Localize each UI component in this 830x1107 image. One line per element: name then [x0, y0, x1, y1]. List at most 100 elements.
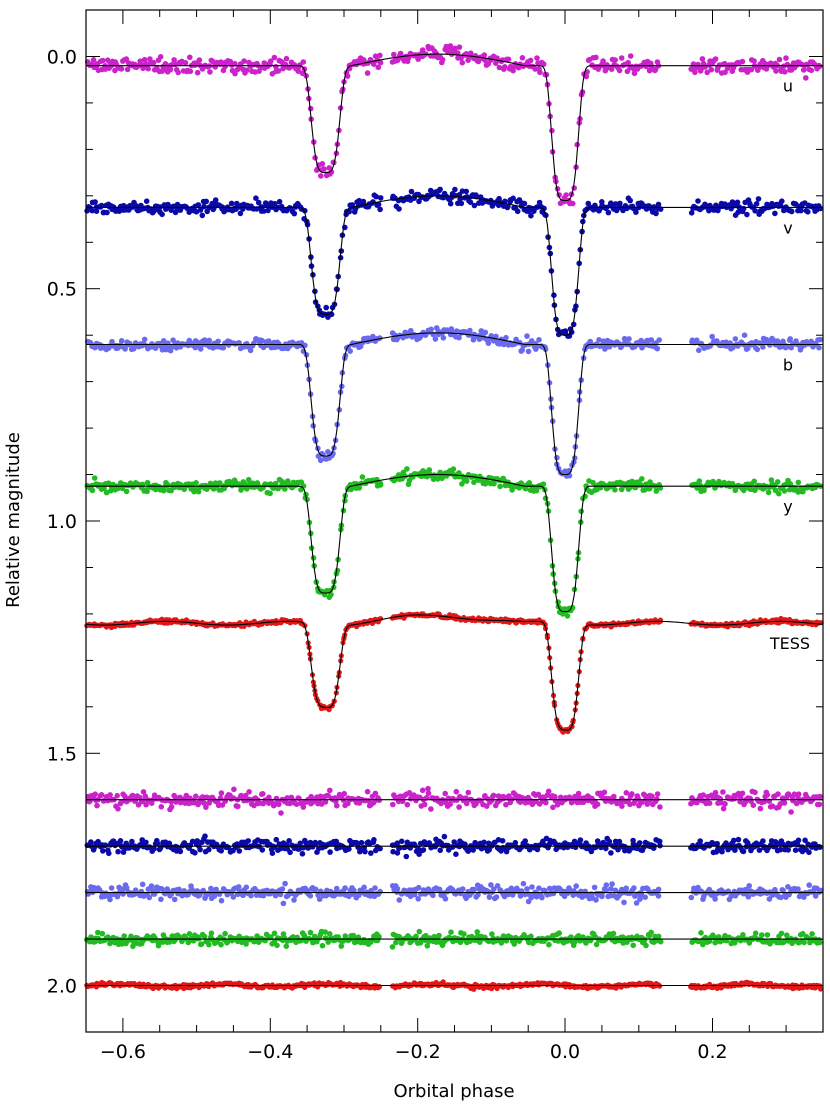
residual-point — [231, 786, 237, 793]
residual-point — [119, 844, 125, 850]
residual-point — [230, 894, 237, 900]
residual-point — [706, 886, 713, 893]
residual-point — [114, 792, 120, 799]
residual-point — [795, 837, 802, 844]
residual-point — [795, 791, 802, 797]
residual-point — [345, 800, 351, 807]
data-point — [267, 490, 273, 497]
residual-point — [248, 892, 254, 899]
residual-point — [778, 894, 784, 901]
residual-point — [550, 804, 556, 811]
residual-point — [283, 943, 290, 949]
residual-point — [568, 934, 574, 940]
data-point — [795, 479, 802, 486]
residual-point — [577, 837, 584, 843]
series-u-points — [84, 43, 823, 207]
residual-point — [139, 881, 146, 888]
data-point — [752, 208, 758, 214]
residual-point — [291, 897, 297, 903]
data-point — [357, 343, 364, 350]
data-point — [197, 346, 204, 352]
data-point — [760, 344, 766, 350]
data-point — [519, 55, 526, 61]
data-point — [463, 478, 470, 484]
data-point — [339, 383, 345, 390]
residual-point — [624, 939, 630, 945]
data-point — [688, 210, 695, 216]
residual-point — [655, 886, 662, 893]
data-point — [122, 346, 128, 352]
residual-point — [416, 928, 423, 935]
residual-point — [781, 800, 788, 806]
residual-point — [259, 847, 266, 853]
residual-point — [700, 941, 706, 948]
data-point — [241, 58, 247, 64]
data-point — [300, 59, 307, 65]
residual-point — [319, 942, 326, 949]
residual-point — [475, 892, 481, 898]
data-point — [195, 202, 202, 208]
data-point — [323, 304, 330, 311]
data-point — [396, 206, 402, 212]
data-point — [465, 57, 471, 63]
data-point — [261, 208, 267, 214]
data-point — [347, 348, 354, 354]
data-point — [141, 336, 148, 343]
residual-point — [623, 790, 630, 796]
residual-point — [372, 790, 379, 797]
residual-point — [720, 805, 727, 812]
residual-point — [752, 930, 759, 936]
data-point — [485, 340, 492, 347]
residual-point — [623, 885, 629, 891]
residual-point — [792, 847, 799, 853]
residual-point — [757, 805, 764, 812]
residual-point — [424, 943, 431, 949]
data-point — [426, 467, 433, 473]
data-point — [267, 58, 274, 64]
data-point — [638, 482, 645, 489]
residual-point — [168, 798, 174, 805]
residual-point — [520, 880, 527, 887]
residual-point — [746, 883, 752, 889]
data-point — [216, 480, 223, 486]
data-point — [295, 68, 302, 74]
residual-point — [491, 886, 497, 892]
data-point — [560, 611, 566, 617]
residual-point — [524, 886, 530, 892]
data-point — [740, 205, 747, 212]
data-point — [447, 200, 454, 207]
residual-point — [390, 801, 396, 808]
data-point — [215, 338, 221, 345]
data-point — [159, 211, 165, 218]
residual-point — [203, 804, 209, 810]
residual-point — [129, 792, 136, 799]
data-point — [245, 476, 252, 483]
data-point — [328, 591, 334, 598]
data-point — [653, 210, 659, 217]
residual-point — [608, 850, 614, 856]
residual-point — [316, 896, 323, 902]
residual-point — [764, 792, 771, 798]
residual-point — [712, 939, 718, 946]
data-point — [774, 479, 781, 485]
residual-point — [308, 793, 315, 800]
data-point — [502, 64, 508, 70]
data-point — [510, 195, 516, 202]
residual-point — [490, 792, 497, 799]
data-point — [496, 64, 503, 71]
data-point — [527, 57, 534, 64]
series-y-points — [84, 466, 824, 619]
residual-point — [341, 790, 348, 797]
data-point — [167, 66, 174, 73]
data-point — [450, 466, 457, 472]
residual-point — [171, 896, 178, 903]
data-point — [467, 199, 474, 205]
data-point — [456, 44, 463, 50]
residual-point — [608, 886, 614, 892]
residual-point — [322, 929, 329, 935]
residual-point — [756, 847, 763, 853]
data-point — [319, 161, 326, 167]
residual-point — [801, 939, 807, 946]
residual-point — [539, 894, 545, 901]
